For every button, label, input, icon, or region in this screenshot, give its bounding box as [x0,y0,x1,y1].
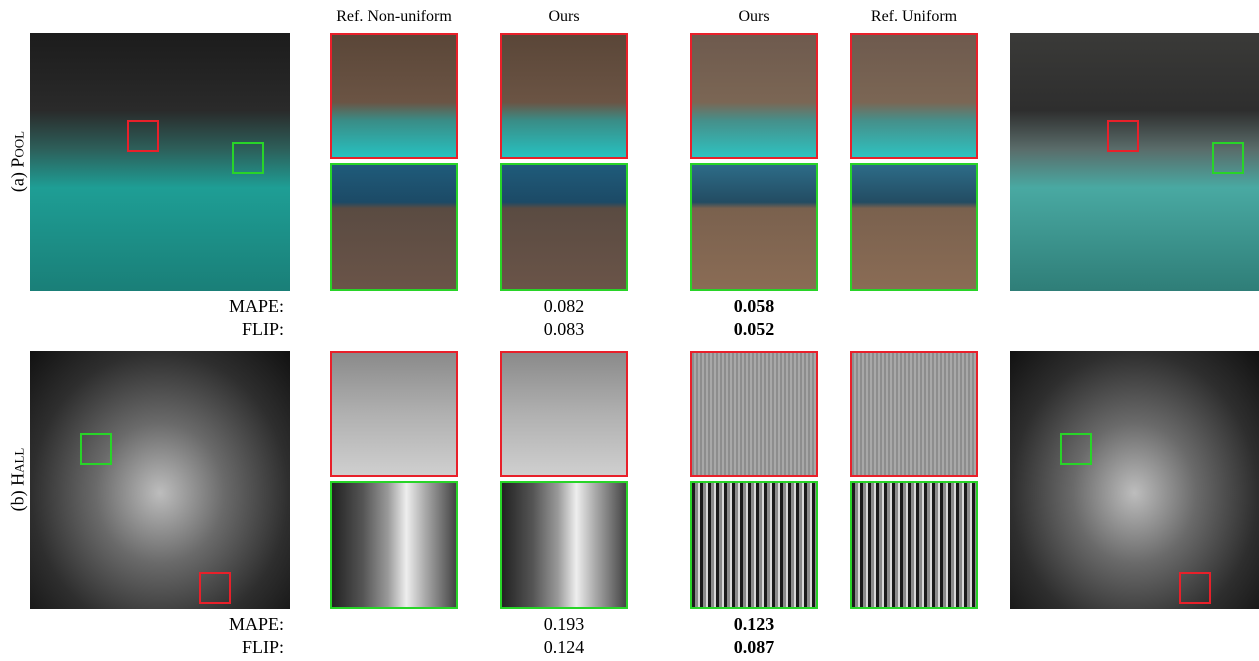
crop-green [500,163,628,291]
row-label-prefix: (b) [8,490,28,511]
row-label-name: Hall [8,448,28,486]
metric-name: FLIP: [164,637,284,658]
metric-value: 0.052 [690,319,818,340]
row-label-name: Pool [8,131,28,168]
crop-red [690,351,818,477]
inset-marker [80,433,112,465]
metric-name: MAPE: [164,296,284,317]
column-header: Ours [674,8,834,26]
crop-green [500,481,628,609]
metric-value: 0.083 [500,319,628,340]
row-label: (b) Hall [8,400,29,560]
crop-red [690,33,818,159]
column-header: Ours [484,8,644,26]
full-image [1010,351,1259,609]
inset-marker [127,120,159,152]
metric-value: 0.193 [500,614,628,635]
metric-value: 0.087 [690,637,818,658]
metric-value: 0.082 [500,296,628,317]
metric-name: MAPE: [164,614,284,635]
column-header: Ref. Uniform [834,8,994,26]
inset-marker [1107,120,1139,152]
crop-red [500,351,628,477]
crop-green [690,481,818,609]
metric-value: 0.123 [690,614,818,635]
crop-red [850,33,978,159]
crop-red [330,33,458,159]
inset-marker [1179,572,1211,604]
row-label-prefix: (a) [8,172,28,192]
column-header: Ref. Non-uniform [314,8,474,26]
crop-green [850,481,978,609]
metric-name: FLIP: [164,319,284,340]
inset-marker [199,572,231,604]
crop-red [850,351,978,477]
metric-value: 0.124 [500,637,628,658]
crop-green [850,163,978,291]
crop-green [690,163,818,291]
crop-red [330,351,458,477]
full-image [30,351,290,609]
crop-green [330,481,458,609]
crop-red [500,33,628,159]
inset-marker [1060,433,1092,465]
full-image [1010,33,1259,291]
full-image [30,33,290,291]
metric-value: 0.058 [690,296,818,317]
crop-green [330,163,458,291]
row-label: (a) Pool [8,82,29,242]
inset-marker [232,142,264,174]
figure: Ref. Non-uniformOursOursRef. Uniform(a) … [0,0,1259,661]
inset-marker [1212,142,1244,174]
